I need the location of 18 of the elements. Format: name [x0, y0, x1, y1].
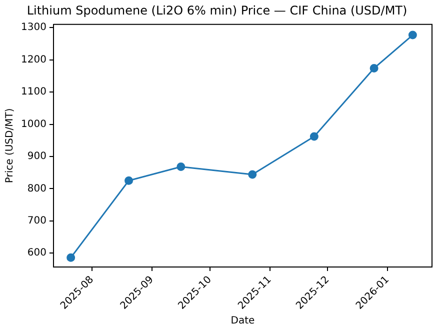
y-tick-label: 900 [27, 151, 46, 162]
point [124, 176, 134, 185]
y-tick-label: 800 [27, 183, 46, 194]
point [408, 30, 417, 40]
y-tick-label: 700 [27, 216, 46, 226]
point [370, 64, 378, 72]
point [66, 253, 76, 262]
y-axis-title: Price (USD/MT) [4, 108, 16, 184]
chart-title: Lithium Spodumene (Li2O 6% min) Price — CIF China (USD/MT) [26, 3, 408, 18]
point [176, 162, 186, 172]
point [248, 170, 257, 179]
y-tick-label: 1000 [20, 118, 46, 130]
point [310, 132, 318, 141]
x-axis-title: Date [230, 316, 255, 327]
y-tick-label: 600 [27, 248, 46, 259]
y-tick-label: 1300 [20, 22, 46, 34]
y-tick-label: 1100 [20, 86, 46, 98]
y-tick-label: 1200 [20, 54, 46, 66]
